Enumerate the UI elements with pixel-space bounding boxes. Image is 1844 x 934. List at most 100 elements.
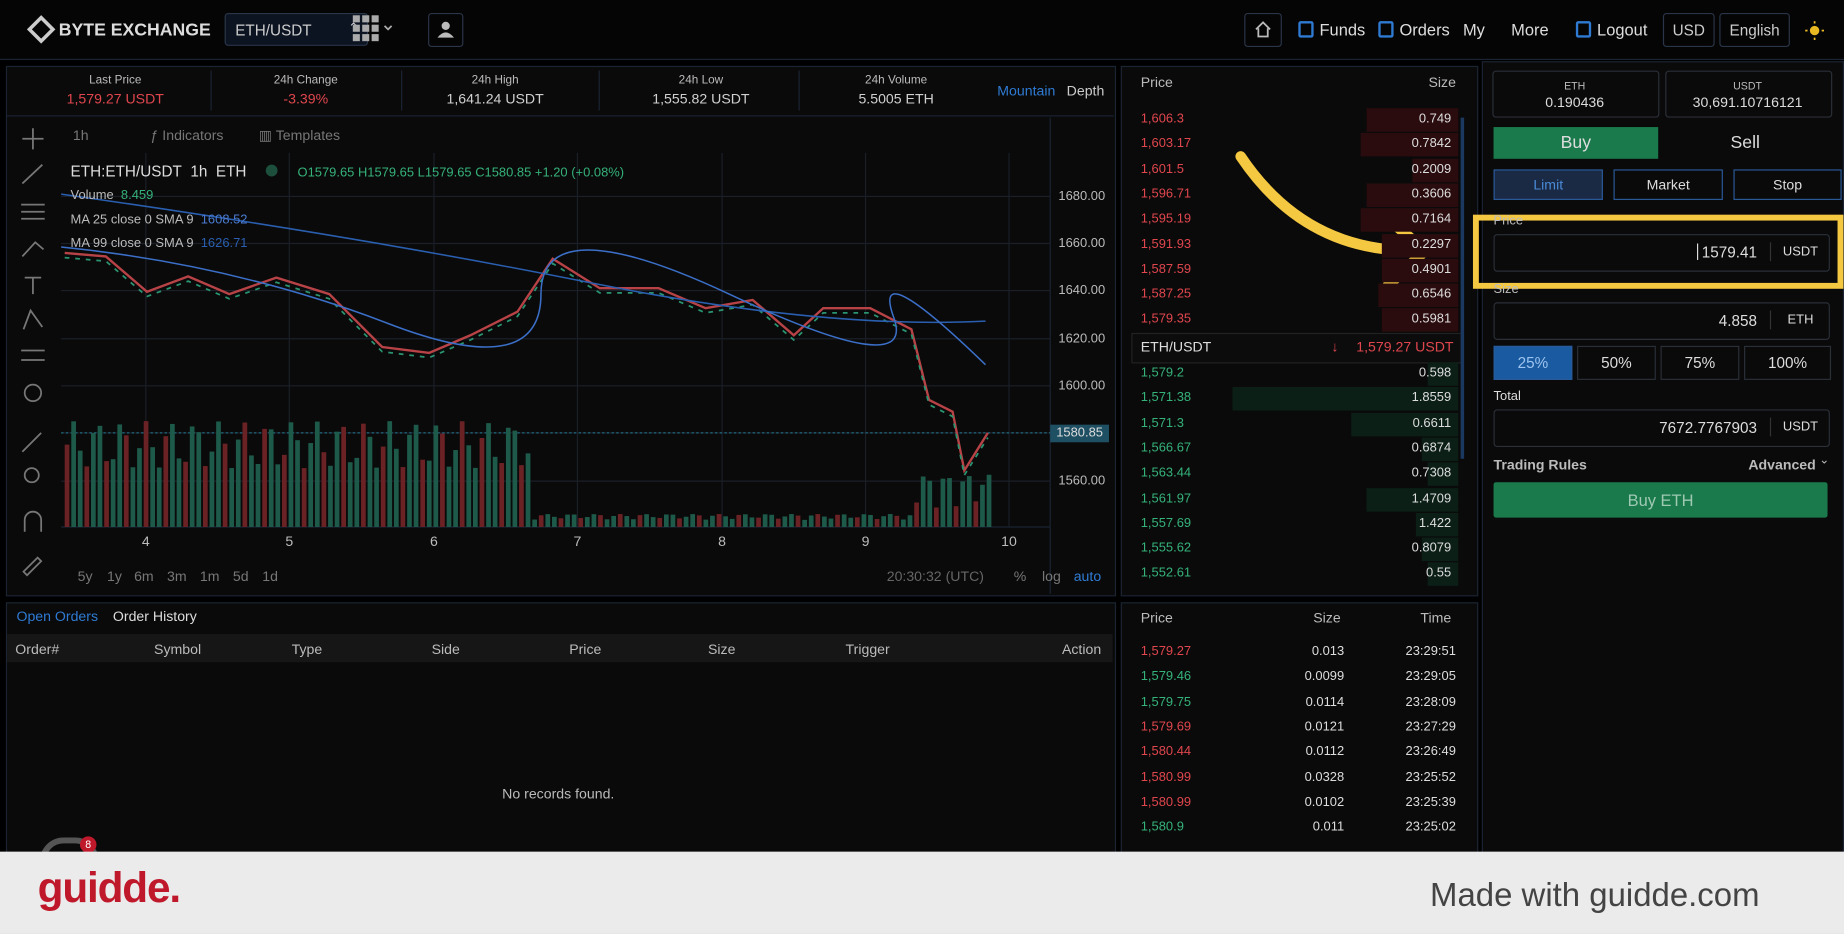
nav-item[interactable]: More (1511, 19, 1549, 39)
order-type-tab[interactable]: Stop (1733, 169, 1842, 200)
volume-bar (156, 467, 162, 527)
bid-price: 1,566.67 (1140, 440, 1192, 456)
advanced-toggle[interactable]: Advanced (1748, 456, 1816, 473)
ma99-label: MA 99 close 0 SMA 9 (70, 236, 194, 251)
submit-button[interactable]: Buy ETH (1493, 482, 1828, 518)
volume-bar (249, 455, 254, 527)
volume-bar (973, 501, 979, 527)
nav-item[interactable]: Logout (1597, 19, 1648, 39)
bid-price: 1,571.3 (1140, 415, 1184, 431)
buy-tab[interactable]: Buy (1493, 127, 1659, 159)
ask-price: 1,587.59 (1140, 262, 1192, 277)
indicators[interactable]: ƒ Indicators (150, 127, 224, 144)
column-header: Size (1313, 609, 1341, 626)
sell-tab[interactable]: Sell (1730, 132, 1760, 153)
theme-toggle[interactable] (1805, 21, 1825, 40)
currency-button[interactable]: USD (1662, 12, 1715, 48)
pair-selector[interactable]: ETH/USDT⌃ (224, 12, 369, 46)
volume-bar (571, 514, 577, 527)
mountain-tab[interactable]: Mountain (997, 82, 1056, 99)
trade-price: 1,579.27 (1140, 644, 1192, 659)
nav-icon (1575, 21, 1592, 38)
volume-bar (815, 514, 821, 527)
scale-option[interactable]: % (1013, 568, 1027, 585)
percent-button[interactable]: 25% (1493, 345, 1573, 380)
column-header: Price (569, 641, 602, 658)
user-icon (437, 21, 454, 38)
scale-option[interactable]: log (1041, 568, 1061, 585)
home-button[interactable] (1244, 12, 1282, 48)
range-button[interactable]: 1y (107, 568, 122, 585)
input-divider (1769, 310, 1772, 330)
balance-asset: ETH (1564, 79, 1586, 92)
volume-bar (907, 515, 913, 527)
volume-bar (235, 439, 241, 527)
open-orders-tab[interactable]: Open Orders (16, 608, 99, 625)
volume-bar (848, 517, 854, 527)
ticker-value: 5.5005 ETH (858, 90, 934, 108)
volume-bar (347, 462, 353, 527)
input-unit: USDT (1782, 244, 1819, 259)
depth-bar (1360, 208, 1459, 232)
size-input[interactable]: 4.858 (1718, 311, 1757, 330)
volume-bar (143, 421, 149, 527)
bid-price: 1,563.44 (1140, 466, 1192, 481)
range-button[interactable]: 6m (134, 568, 154, 585)
volume-bar (426, 460, 432, 527)
percent-button[interactable]: 75% (1660, 345, 1740, 380)
volume-bar (64, 444, 70, 527)
trade-size: 0.013 (1311, 644, 1345, 659)
total-input[interactable]: 7672.7767903 (1659, 418, 1757, 437)
trade-size: 0.0328 (1304, 769, 1345, 785)
volume-bar (433, 425, 439, 527)
input-box[interactable] (1493, 302, 1830, 340)
nav-item[interactable]: Funds (1319, 19, 1366, 39)
range-button[interactable]: 3m (166, 568, 187, 585)
range-button[interactable]: 1d (262, 568, 278, 585)
bid-price: 1,561.97 (1140, 491, 1192, 506)
range-button[interactable]: 1m (199, 568, 220, 585)
apps-menu[interactable] (352, 15, 400, 43)
volume-bar (472, 467, 478, 527)
scale-option[interactable]: auto (1073, 568, 1102, 585)
order-type-tab[interactable]: Limit (1493, 169, 1603, 200)
volume-bar (176, 458, 182, 527)
trade-price: 1,580.99 (1140, 794, 1192, 810)
ma25-value: 1608.52 (200, 212, 248, 228)
ask-size: 0.3606 (1411, 186, 1452, 202)
ohlc: O1579.65 H1579.65 L1579.65 C1580.85 +1.2… (297, 165, 625, 180)
ask-size: 0.4901 (1411, 262, 1452, 277)
volume-bar (775, 518, 781, 527)
percent-button[interactable]: 100% (1744, 345, 1832, 380)
bid-price: 1,555.62 (1140, 541, 1192, 556)
volume-bar (749, 517, 755, 527)
footer-tagline: Made with guidde.com (1430, 876, 1760, 913)
nav-item[interactable]: My (1462, 19, 1485, 39)
percent-button[interactable]: 50% (1577, 345, 1656, 380)
depth-tab[interactable]: Depth (1066, 82, 1105, 99)
volume-bar (874, 519, 880, 527)
order-type-tab[interactable]: Market (1613, 169, 1723, 200)
templates[interactable]: ▥ Templates (258, 127, 341, 144)
bid-size: 1.8559 (1411, 390, 1452, 405)
volume-bar (486, 423, 491, 527)
drawing-tools[interactable] (19, 127, 47, 598)
bid-size: 1.4709 (1411, 491, 1452, 506)
interval[interactable]: 1h (72, 127, 89, 144)
order-history-tab[interactable]: Order History (112, 608, 197, 625)
range-button[interactable]: 5d (232, 568, 249, 585)
price-input[interactable]: 1579.41 (1701, 243, 1757, 262)
language-button[interactable]: English (1719, 12, 1790, 48)
ask-price: 1,591.93 (1140, 237, 1192, 252)
volume-bar (756, 517, 761, 527)
input-box[interactable] (1493, 409, 1830, 447)
nav-item[interactable]: Orders (1399, 19, 1450, 39)
volume-bar (703, 519, 709, 527)
profile-button[interactable] (428, 12, 464, 48)
ticker-label: 24h High (471, 74, 519, 88)
volume-bar (104, 461, 109, 527)
trading-rules[interactable]: Trading Rules (1493, 456, 1587, 473)
input-box[interactable] (1493, 234, 1830, 272)
ticker-label: 24h Change (273, 74, 338, 88)
range-button[interactable]: 5y (77, 568, 93, 585)
